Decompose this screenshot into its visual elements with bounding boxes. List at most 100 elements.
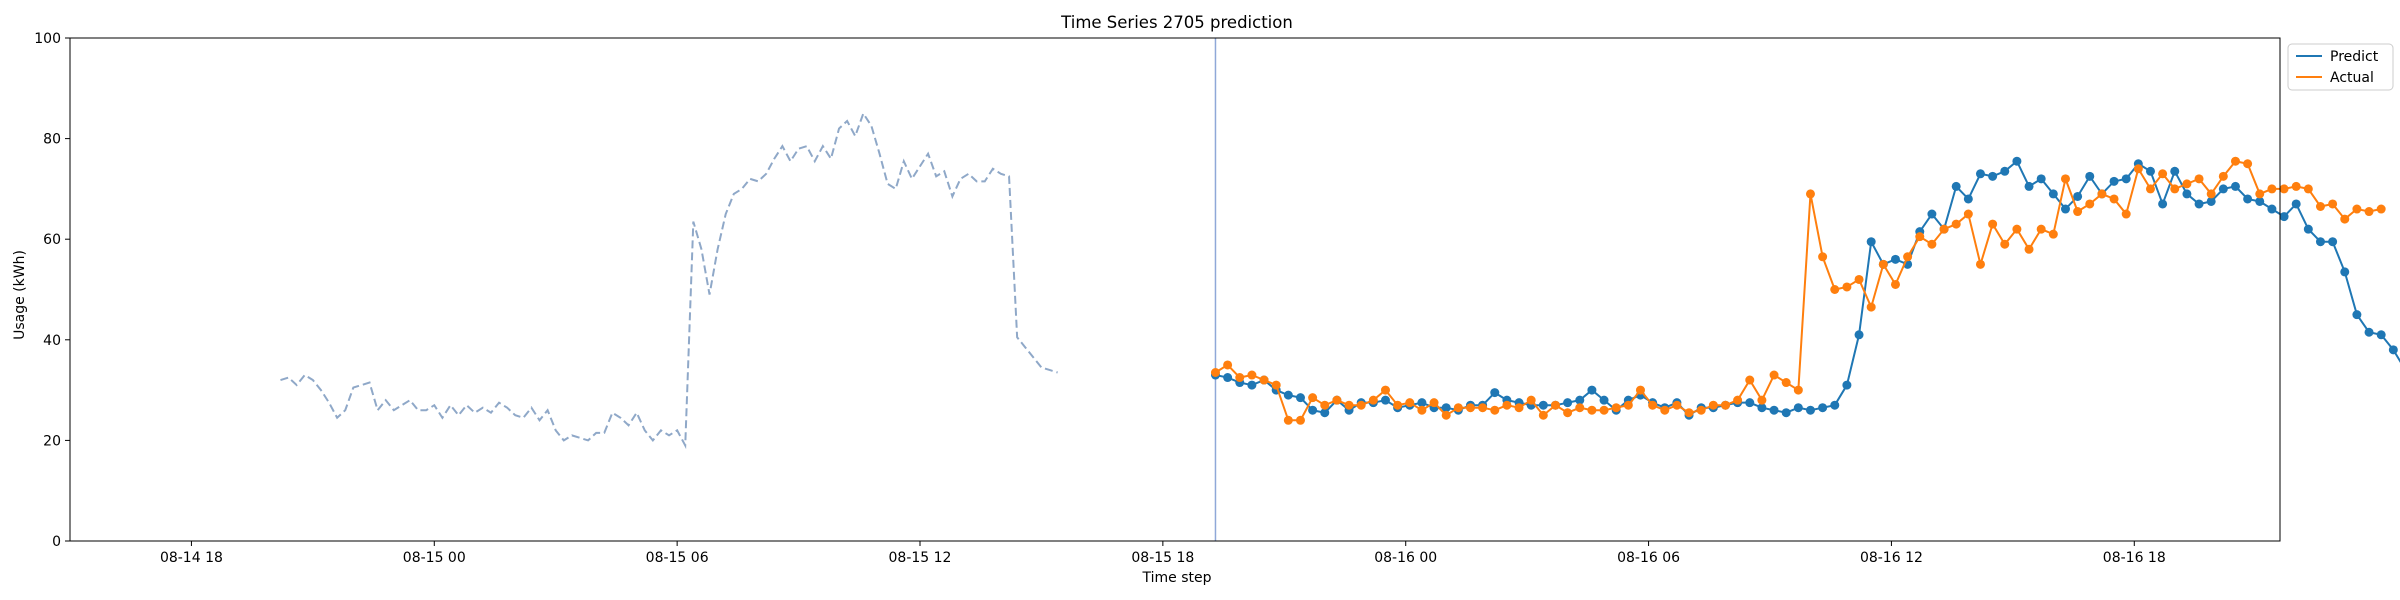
actual-point: [2376, 204, 2386, 214]
predict-point: [1295, 393, 1305, 403]
actual-point: [2352, 204, 2362, 214]
y-tick-label: 40: [43, 333, 61, 349]
actual-point: [1393, 400, 1403, 410]
predict-point: [2012, 156, 2022, 166]
predict-point: [1854, 330, 1864, 340]
predict-point: [1927, 209, 1937, 219]
plot-area: [280, 38, 2400, 541]
actual-point: [2279, 184, 2289, 194]
actual-point: [1842, 282, 1852, 292]
predict-point: [2255, 196, 2265, 206]
actual-point: [1915, 232, 1925, 242]
plot-frame: [69, 37, 2281, 542]
predict-point: [2364, 327, 2374, 337]
legend: Predict Actual: [2287, 43, 2394, 91]
actual-point: [2121, 209, 2131, 219]
actual-point: [2085, 199, 2095, 209]
actual-point: [1757, 395, 1767, 405]
predict-point: [1575, 395, 1585, 405]
actual-point: [2218, 171, 2228, 181]
actual-point: [2303, 184, 2313, 194]
actual-point: [1563, 408, 1573, 418]
predict-point: [1587, 385, 1597, 395]
x-tick-label: 08-14 18: [160, 550, 223, 566]
predict-point: [1963, 194, 1973, 204]
actual-point: [1599, 405, 1609, 415]
actual-point: [2267, 184, 2277, 194]
predict-point: [1538, 400, 1548, 410]
actual-point: [1283, 415, 1293, 425]
predict-point: [1818, 403, 1828, 413]
actual-point: [2158, 169, 2168, 179]
x-tick-label: 08-15 12: [889, 550, 952, 566]
predict-point: [1490, 388, 1500, 398]
actual-point: [1975, 259, 1985, 269]
actual-point: [1380, 385, 1390, 395]
actual-point: [2364, 207, 2374, 217]
predict-point: [1805, 405, 1815, 415]
predict-point: [2024, 181, 2034, 191]
predict-point: [1793, 403, 1803, 413]
predict-point: [1988, 171, 1998, 181]
predict-point: [1417, 398, 1427, 408]
actual-point: [1514, 403, 1524, 413]
y-tick-label: 0: [52, 534, 61, 550]
actual-point: [2206, 189, 2216, 199]
axes: 0 20 40 60 80 100 08-14 18 08-15 00 08-15 06 08-1…: [34, 31, 2281, 566]
predict-point: [1380, 395, 1390, 405]
actual-point: [1745, 375, 1755, 385]
actual-point: [1708, 400, 1718, 410]
predict-point: [1830, 400, 1840, 410]
actual-point: [1648, 400, 1658, 410]
actual-point: [2133, 164, 2143, 174]
x-tick-label: 08-16 18: [2103, 550, 2166, 566]
actual-point: [2000, 239, 2010, 249]
predict-point: [1247, 380, 1257, 390]
actual-point: [1793, 385, 1803, 395]
x-axis-label: Time step: [1142, 570, 1212, 586]
actual-point: [1235, 373, 1245, 383]
actual-point: [1465, 403, 1475, 413]
actual-point: [1405, 398, 1415, 408]
actual-point: [1769, 370, 1779, 380]
actual-point: [2097, 189, 2107, 199]
actual-point: [1502, 400, 1512, 410]
actual-point: [1830, 285, 1840, 294]
actual-point: [1223, 360, 1233, 370]
y-tick-label: 60: [43, 232, 61, 248]
actual-point: [1441, 410, 1451, 420]
actual-point: [1259, 375, 1269, 385]
actual-point: [2109, 194, 2119, 204]
predict-point: [2206, 196, 2216, 206]
predict-point: [2388, 345, 2398, 355]
x-tick-label: 08-15 00: [403, 550, 466, 566]
actual-point: [1854, 274, 1864, 284]
legend-label-predict: Predict: [2330, 49, 2379, 65]
actual-point: [2036, 224, 2046, 234]
predict-point: [2060, 204, 2070, 214]
actual-point: [2243, 159, 2253, 169]
predict-point: [2158, 199, 2168, 209]
actual-point: [1344, 400, 1354, 410]
actual-point: [1866, 302, 1876, 312]
predict-point: [1757, 403, 1767, 413]
actual-point: [1805, 189, 1815, 199]
actual-point: [2182, 179, 2192, 189]
actual-point: [1635, 385, 1645, 395]
actual-point: [1623, 400, 1633, 410]
predict-point: [2315, 237, 2325, 247]
actual-point: [1490, 405, 1500, 415]
predict-point: [2048, 189, 2058, 199]
predict-point: [2182, 189, 2192, 199]
predict-point: [2243, 194, 2253, 204]
actual-point: [2012, 224, 2022, 234]
actual-point: [1429, 398, 1439, 408]
predict-point: [1563, 398, 1573, 408]
predict-point: [1890, 254, 1900, 264]
predict-point: [2145, 166, 2155, 176]
predict-point: [2230, 181, 2240, 191]
actual-point: [1308, 393, 1318, 403]
predict-point: [1745, 398, 1755, 408]
predict-point: [1283, 390, 1293, 400]
